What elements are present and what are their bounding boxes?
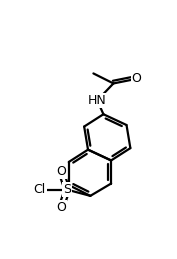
Text: O: O — [132, 72, 141, 85]
Text: O: O — [56, 166, 66, 178]
Text: Cl: Cl — [33, 183, 46, 196]
Text: HN: HN — [88, 94, 107, 107]
Text: S: S — [63, 183, 71, 196]
Text: O: O — [56, 201, 66, 214]
